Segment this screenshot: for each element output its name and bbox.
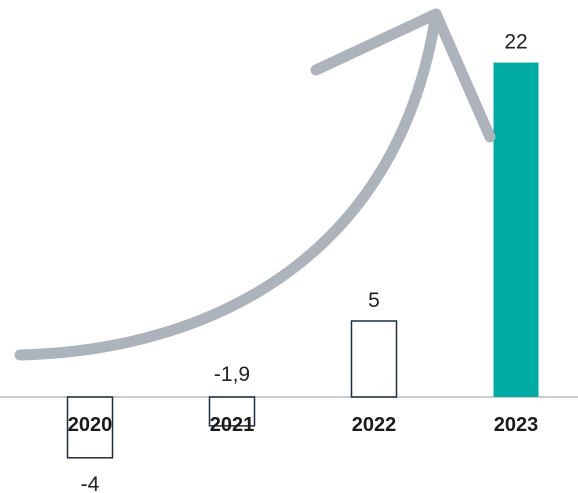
growth-arrow-icon: [14, 8, 496, 361]
tick-labels: 2020 2021 2022 2023: [68, 414, 539, 436]
tick-label-2022: 2022: [352, 414, 397, 436]
tick-label-2023: 2023: [494, 414, 539, 436]
growth-arrow-head: [310, 8, 496, 143]
data-label-2023: 22: [504, 31, 527, 54]
bar-2022: [350, 320, 398, 398]
tick-label-2020: 2020: [68, 414, 113, 436]
tick-label-2021: 2021: [210, 414, 255, 436]
data-label-2020: -4: [81, 473, 100, 493]
data-label-2021: -1,9: [214, 363, 250, 386]
data-label-2022: 5: [368, 289, 380, 312]
bars-layer: [66, 62, 539, 459]
data-labels: -4 -1,9 5 22: [81, 31, 528, 493]
growth-arrow-curve: [14, 8, 442, 361]
bar-2021: [208, 396, 256, 427]
bar-2020: [66, 396, 114, 459]
bar-2023: [493, 62, 539, 397]
